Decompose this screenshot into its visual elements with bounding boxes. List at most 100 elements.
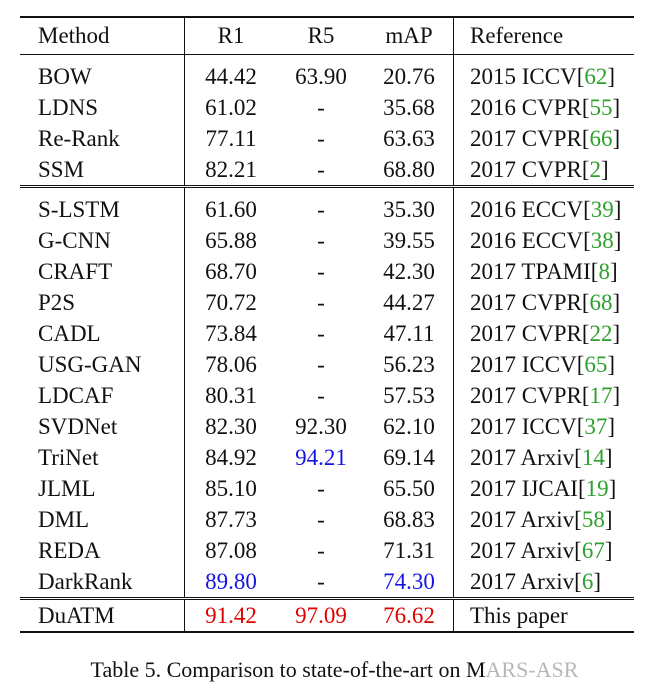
watermark: ARS-ASR xyxy=(485,657,579,682)
cell-r5: - xyxy=(317,507,325,532)
citation-link[interactable]: 62 xyxy=(584,64,608,89)
reference-venue: 2017 CVPR xyxy=(470,321,582,346)
cell-r5: - xyxy=(317,126,325,151)
cell-reference: 2016 ECCV[39] xyxy=(453,185,634,225)
header-method: Method xyxy=(20,17,185,55)
cell-r5: 63.90 xyxy=(277,54,365,92)
citation-link[interactable]: 67 xyxy=(581,538,605,563)
reference-venue: 2017 Arxiv xyxy=(470,445,575,470)
header-reference: Reference xyxy=(470,23,564,48)
group-deep: S-LSTM 61.60-35.30 2016 ECCV[39] G-CNN 65.88… xyxy=(20,185,635,599)
citation-link[interactable]: 19 xyxy=(585,476,609,501)
citation-link[interactable]: 37 xyxy=(584,414,608,439)
citation-bracket: [ xyxy=(581,290,590,315)
reference-venue: 2016 ECCV xyxy=(470,228,584,253)
citation-bracket: [ xyxy=(581,383,590,408)
cell-method: P2S xyxy=(20,287,185,318)
cell-map: 68.80 xyxy=(365,154,454,187)
cell-method: Re-Rank xyxy=(20,123,185,154)
cell-reference: 2016 CVPR[55] xyxy=(454,92,635,123)
citation-link[interactable]: 8 xyxy=(598,259,610,284)
citation-bracket: ] xyxy=(604,507,613,532)
citation-bracket: ] xyxy=(604,445,613,470)
reference-venue: 2017 CVPR xyxy=(470,383,582,408)
citation-bracket: ] xyxy=(607,352,616,377)
citation-bracket: ] xyxy=(612,321,621,346)
cell-r5: - xyxy=(317,157,325,182)
cell-reference: 2017 CVPR[22] xyxy=(454,318,635,349)
table-row: LDNS 61.02-35.68 2016 CVPR[55] xyxy=(20,92,634,123)
citation-bracket: ] xyxy=(593,569,601,594)
cell-map: 69.14 xyxy=(365,442,454,473)
cell-reference: 2017 ICCV[37] xyxy=(454,411,635,442)
cell-reference: 2017 IJCAI[19] xyxy=(454,473,635,504)
header-r1: R1 xyxy=(217,23,245,48)
cell-method: DuATM xyxy=(20,597,185,633)
citation-link[interactable]: 39 xyxy=(590,197,614,222)
table-row: SSM 82.21-68.80 2017 CVPR[2] xyxy=(20,154,634,187)
reference-venue: 2017 ICCV xyxy=(470,414,577,439)
table-row: BOW 44.42 63.90 20.76 2015 ICCV[62] xyxy=(20,54,634,92)
cell-method: USG-GAN xyxy=(20,349,185,380)
cell-r1: 78.06 xyxy=(205,352,257,377)
cell-r5: - xyxy=(317,569,325,594)
citation-link[interactable]: 66 xyxy=(589,126,613,151)
cell-map: 62.10 xyxy=(365,411,454,442)
reference-venue: 2017 TPAMI xyxy=(470,259,591,284)
citation-link[interactable]: 2 xyxy=(589,157,602,182)
cell-map: 47.11 xyxy=(365,318,454,349)
reference-venue: 2017 CVPR xyxy=(470,290,582,315)
cell-reference: 2017 Arxiv[6] xyxy=(454,566,635,599)
cell-reference: 2017 Arxiv[58] xyxy=(454,504,635,535)
cell-method: JLML xyxy=(20,473,185,504)
cell-method: SVDNet xyxy=(20,411,185,442)
cell-reference: 2017 Arxiv[67] xyxy=(454,535,635,566)
cell-map: 20.76 xyxy=(365,54,454,92)
table-row: SVDNet 82.30 92.30 62.10 2017 ICCV[37] xyxy=(20,411,634,442)
group-handcrafted: BOW 44.42 63.90 20.76 2015 ICCV[62] LDNS 61.02… xyxy=(20,54,634,187)
citation-bracket: [ xyxy=(583,228,591,253)
cell-r5: - xyxy=(317,538,325,563)
cell-method: S-LSTM xyxy=(20,185,185,225)
citation-link[interactable]: 68 xyxy=(589,290,613,315)
citation-bracket: [ xyxy=(581,95,590,120)
citation-bracket: [ xyxy=(576,414,585,439)
cell-r1: 85.10 xyxy=(205,476,257,501)
citation-link[interactable]: 38 xyxy=(590,228,614,253)
citation-link[interactable]: 22 xyxy=(589,321,613,346)
citation-link[interactable]: 14 xyxy=(581,445,605,470)
group-ours: DuATM 91.42 97.09 76.62 This paper xyxy=(20,597,634,633)
header-map: mAP xyxy=(365,17,454,55)
citation-bracket: [ xyxy=(581,157,590,182)
cell-r5: - xyxy=(317,95,325,120)
citation-bracket: ] xyxy=(613,197,622,222)
cell-map: 44.27 xyxy=(365,287,454,318)
cell-map: 35.68 xyxy=(365,92,454,123)
citation-bracket: [ xyxy=(574,569,582,594)
reference-venue: 2016 ECCV xyxy=(470,197,584,222)
cell-method: DarkRank xyxy=(20,566,185,599)
table-row: USG-GAN 78.06-56.23 2017 ICCV[65] xyxy=(20,349,634,380)
cell-map: 71.31 xyxy=(365,535,454,566)
cell-reference: 2017 CVPR[68] xyxy=(454,287,635,318)
citation-bracket: ] xyxy=(601,157,609,182)
citation-bracket: ] xyxy=(612,95,621,120)
citation-link[interactable]: 65 xyxy=(584,352,608,377)
cell-reference: 2015 ICCV[62] xyxy=(453,54,634,92)
table-row: JLML 85.10-65.50 2017 IJCAI[19] xyxy=(20,473,634,504)
table-row: Re-Rank 77.11-63.63 2017 CVPR[66] xyxy=(20,123,634,154)
citation-link[interactable]: 6 xyxy=(581,569,594,594)
cell-r5: - xyxy=(317,352,325,377)
reference-venue: 2015 ICCV xyxy=(470,64,577,89)
caption-text: Table 5. Comparison to state-of-the-art … xyxy=(90,657,486,682)
citation-link[interactable]: 58 xyxy=(581,507,605,532)
reference-venue: 2017 IJCAI xyxy=(470,476,578,501)
citation-link[interactable]: 17 xyxy=(589,383,613,408)
citation-bracket: [ xyxy=(581,126,590,151)
comparison-table: Method R1 R5 mAP Reference BOW 44.42 63.90… xyxy=(20,16,634,633)
cell-r1: 61.60 xyxy=(184,185,277,225)
table-row: REDA 87.08-71.31 2017 Arxiv[67] xyxy=(20,535,634,566)
citation-link[interactable]: 55 xyxy=(589,95,613,120)
table-row: DML 87.73-68.83 2017 Arxiv[58] xyxy=(20,504,634,535)
citation-bracket: [ xyxy=(574,507,582,532)
